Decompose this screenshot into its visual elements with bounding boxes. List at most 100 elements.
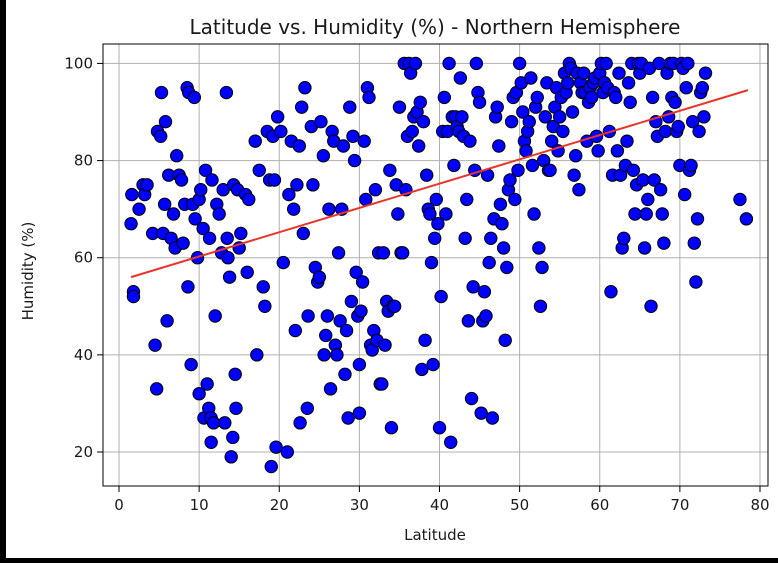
data-point	[498, 333, 512, 347]
data-point	[626, 163, 641, 177]
data-point	[677, 187, 692, 202]
data-point	[212, 207, 226, 221]
data-point	[383, 163, 397, 177]
x-tick-label: 80	[750, 496, 769, 514]
data-point	[344, 294, 359, 309]
data-point	[357, 134, 371, 148]
data-point	[218, 416, 232, 430]
x-tick-label: 30	[350, 496, 369, 514]
data-point	[490, 100, 504, 114]
data-point	[413, 95, 427, 109]
data-point	[153, 129, 168, 143]
data-point	[202, 231, 217, 245]
data-point	[524, 71, 538, 85]
data-point	[641, 192, 655, 207]
y-tick-label: 60	[74, 249, 93, 267]
x-tick-label: 60	[590, 496, 609, 514]
data-point	[496, 241, 511, 255]
data-point	[157, 197, 172, 211]
data-point	[226, 430, 240, 445]
data-point	[160, 314, 174, 328]
data-point	[655, 207, 669, 221]
data-point	[166, 207, 181, 221]
data-point	[645, 90, 660, 105]
data-point	[543, 163, 557, 177]
data-point	[653, 183, 668, 197]
data-point	[125, 187, 139, 202]
data-point	[187, 90, 202, 105]
data-point	[158, 115, 173, 129]
data-point	[453, 71, 468, 85]
data-point	[577, 66, 591, 80]
data-point	[306, 178, 320, 192]
data-point	[516, 105, 530, 119]
data-point	[294, 100, 309, 114]
y-axis-ticks: 20 40 60 80 100	[64, 54, 103, 461]
data-point	[256, 280, 270, 294]
data-point	[681, 56, 695, 71]
data-point	[154, 85, 169, 100]
data-point	[692, 124, 706, 139]
data-point	[495, 217, 509, 231]
data-point	[188, 212, 202, 226]
data-point	[695, 81, 710, 95]
data-point	[432, 421, 447, 435]
data-point	[319, 328, 333, 343]
data-point	[492, 139, 506, 153]
x-tick-label: 70	[670, 496, 689, 514]
data-point	[525, 158, 540, 173]
data-point	[455, 110, 469, 124]
data-point	[282, 187, 296, 202]
data-point	[220, 231, 234, 245]
data-point	[224, 450, 238, 464]
data-point	[192, 387, 206, 401]
data-point	[612, 66, 626, 80]
data-point	[339, 323, 354, 338]
data-point	[301, 309, 315, 323]
data-point	[355, 275, 370, 289]
data-point	[637, 241, 652, 255]
data-point	[242, 192, 256, 207]
data-point	[609, 90, 623, 105]
data-point	[620, 134, 634, 148]
data-point	[556, 124, 570, 139]
data-point	[206, 416, 221, 430]
data-point	[739, 212, 754, 226]
data-point	[219, 85, 234, 100]
data-point	[176, 236, 190, 250]
data-point	[733, 192, 747, 207]
data-point	[174, 173, 189, 187]
data-point	[194, 183, 208, 197]
data-point	[205, 173, 219, 187]
data-point	[349, 265, 363, 279]
data-point	[288, 323, 302, 338]
data-point	[530, 90, 544, 105]
data-point	[671, 119, 685, 134]
data-point	[387, 299, 402, 313]
data-point	[466, 280, 480, 294]
data-point	[623, 95, 637, 109]
data-point	[493, 197, 508, 211]
data-point	[437, 90, 452, 105]
data-point	[280, 445, 294, 459]
data-point	[269, 440, 283, 454]
chart-background	[6, 0, 778, 558]
data-point	[698, 66, 713, 80]
data-point	[149, 382, 164, 396]
data-point	[124, 217, 138, 231]
data-point	[427, 231, 442, 245]
data-point	[354, 304, 368, 318]
plot-area-frame	[102, 43, 769, 487]
data-point	[200, 377, 214, 391]
data-point	[258, 299, 272, 313]
data-point	[338, 367, 352, 381]
data-point	[504, 115, 519, 129]
data-point	[429, 192, 444, 207]
x-tick-label: 40	[430, 496, 449, 514]
y-tick-label: 40	[74, 346, 93, 364]
data-point	[405, 124, 419, 139]
data-point	[458, 231, 472, 245]
data-point	[604, 285, 618, 299]
data-point	[336, 139, 351, 153]
